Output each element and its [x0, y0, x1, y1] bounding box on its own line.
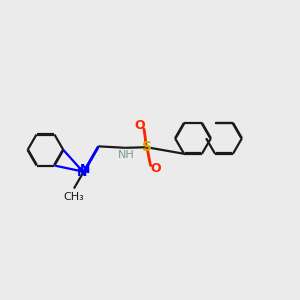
Text: CH₃: CH₃	[64, 192, 84, 203]
Text: O: O	[134, 119, 145, 132]
Text: N: N	[80, 163, 90, 176]
Text: O: O	[150, 162, 161, 175]
Text: N: N	[77, 166, 87, 179]
Text: NH: NH	[118, 150, 135, 160]
Text: S: S	[142, 140, 152, 154]
